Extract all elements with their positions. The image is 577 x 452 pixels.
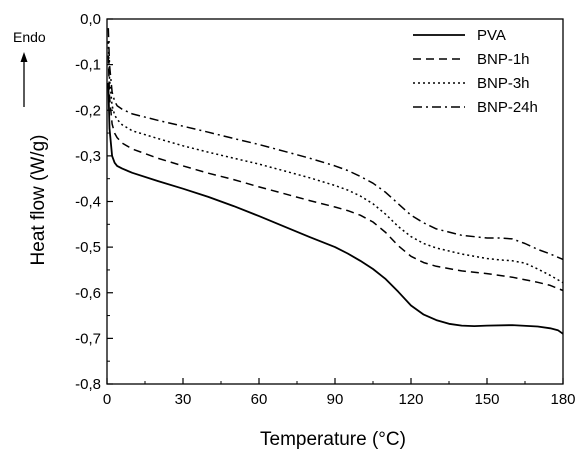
legend-label-bnp-1h: BNP-1h bbox=[477, 51, 530, 68]
series-line-pva bbox=[107, 82, 564, 335]
endo-arrow-head bbox=[20, 52, 28, 62]
x-tick-label: 60 bbox=[251, 391, 268, 408]
y-tick-label: -0,8 bbox=[75, 376, 101, 393]
legend-label-bnp-3h: BNP-3h bbox=[477, 75, 530, 92]
y-tick-label: -0,5 bbox=[75, 239, 101, 256]
endo-annotation: Endo bbox=[13, 29, 46, 45]
x-tick-label: 30 bbox=[175, 391, 192, 408]
y-tick-label: -0,7 bbox=[75, 330, 101, 347]
series-line-bnp-24h bbox=[107, 28, 564, 261]
x-tick-label: 180 bbox=[550, 391, 575, 408]
series-line-bnp-1h bbox=[107, 55, 564, 292]
y-tick-label: -0,4 bbox=[75, 194, 101, 211]
y-tick-label: -0,6 bbox=[75, 285, 101, 302]
x-tick-label: 0 bbox=[103, 391, 111, 408]
y-tick-label: -0,2 bbox=[75, 102, 101, 119]
y-axis-title: Heat flow (W/g) bbox=[28, 135, 49, 266]
y-tick-label: -0,1 bbox=[75, 57, 101, 74]
y-tick-label: -0,3 bbox=[75, 148, 101, 165]
legend-label-pva: PVA bbox=[477, 27, 506, 44]
x-tick-label: 90 bbox=[327, 391, 344, 408]
x-tick-label: 120 bbox=[398, 391, 423, 408]
x-tick-label: 150 bbox=[474, 391, 499, 408]
plot-area-border bbox=[106, 18, 564, 385]
y-tick-label: 0,0 bbox=[80, 11, 101, 28]
series-line-bnp-3h bbox=[107, 41, 564, 284]
x-axis-title: Temperature (°C) bbox=[260, 429, 406, 450]
legend-label-bnp-24h: BNP-24h bbox=[477, 99, 538, 116]
